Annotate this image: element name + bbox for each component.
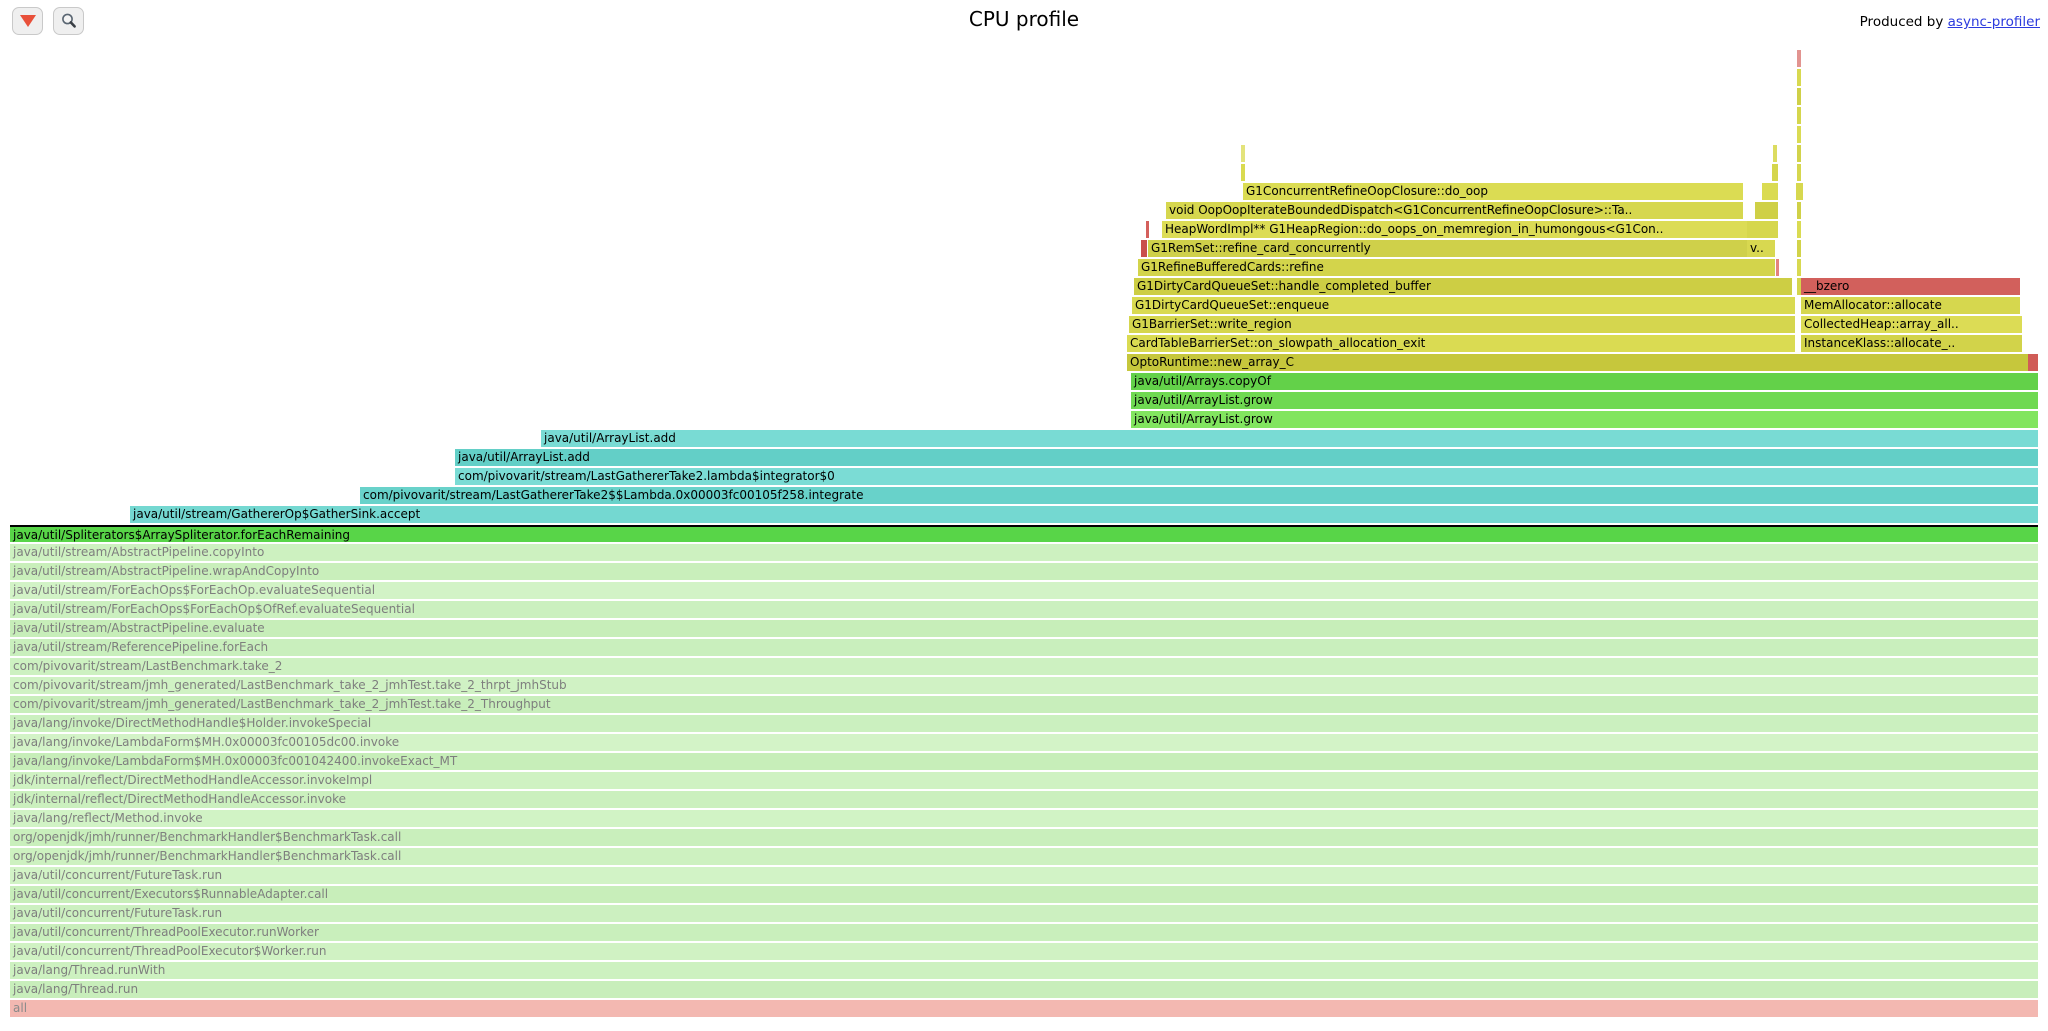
flame-frame-sliver[interactable] (1797, 88, 1801, 105)
flame-frame[interactable]: java/util/stream/ForEachOps$ForEachOp.ev… (10, 582, 2038, 599)
flame-frame[interactable]: jdk/internal/reflect/DirectMethodHandleA… (10, 772, 2038, 789)
flame-frame[interactable]: java/lang/invoke/LambdaForm$MH.0x00003fc… (10, 734, 2038, 751)
flame-frame[interactable]: com/pivovarit/stream/LastGathererTake2$$… (360, 487, 2038, 504)
flame-frame[interactable]: com/pivovarit/stream/LastBenchmark.take_… (10, 658, 2038, 675)
flame-frame[interactable]: all (10, 1000, 2038, 1017)
magnifier-icon (61, 13, 76, 28)
flame-frame[interactable]: org/openjdk/jmh/runner/BenchmarkHandler$… (10, 829, 2038, 846)
flame-frame[interactable]: java/util/stream/AbstractPipeline.wrapAn… (10, 563, 2038, 580)
flame-frame-sliver[interactable] (1755, 202, 1778, 219)
flame-frame-sliver[interactable] (1797, 107, 1801, 124)
flame-frame-sliver[interactable] (1797, 221, 1801, 238)
flame-frame-sliver[interactable] (1797, 240, 1801, 257)
flame-frame[interactable]: G1DirtyCardQueueSet::enqueue (1132, 297, 1795, 314)
flame-frame-sliver[interactable] (1747, 221, 1778, 238)
flame-frame-sliver[interactable] (1146, 221, 1149, 238)
flame-frame[interactable]: CollectedHeap::array_all.. (1801, 316, 2022, 333)
flame-frame-sliver[interactable] (1797, 69, 1801, 86)
flame-frame[interactable]: java/lang/invoke/LambdaForm$MH.0x00003fc… (10, 753, 2038, 770)
flame-frame-sliver[interactable] (1241, 145, 1245, 162)
flame-frame[interactable]: org/openjdk/jmh/runner/BenchmarkHandler$… (10, 848, 2038, 865)
header: CPU profile Produced by async-profiler (0, 0, 2048, 44)
flame-frame-sliver[interactable] (1797, 145, 1801, 162)
flame-frame[interactable]: java/util/Spliterators$ArraySpliterator.… (10, 525, 2038, 542)
flame-frame[interactable]: G1RemSet::refine_card_concurrently (1148, 240, 1747, 257)
search-button[interactable] (53, 7, 84, 35)
flame-frame-sliver[interactable] (1141, 240, 1147, 257)
flame-frame[interactable]: __bzero (1801, 278, 2020, 295)
page-title: CPU profile (968, 7, 1080, 31)
flame-frame[interactable]: java/util/ArrayList.add (455, 449, 2038, 466)
flame-frame[interactable]: java/util/stream/AbstractPipeline.evalua… (10, 620, 2038, 637)
flame-frame[interactable]: CardTableBarrierSet::on_slowpath_allocat… (1127, 335, 1795, 352)
produced-by: Produced by async-profiler (1860, 14, 2040, 30)
flame-frame-sliver[interactable] (1772, 164, 1778, 181)
flame-frame[interactable]: java/util/stream/GathererOp$GatherSink.a… (130, 506, 2038, 523)
flame-frame[interactable]: java/lang/reflect/Method.invoke (10, 810, 2038, 827)
flame-frame[interactable]: java/util/Arrays.copyOf (1131, 373, 2038, 390)
flame-frame[interactable]: InstanceKlass::allocate_.. (1801, 335, 2022, 352)
flame-frame-sliver[interactable] (1797, 126, 1801, 143)
flame-frame-sliver[interactable] (1797, 50, 1801, 67)
invert-flamegraph-button[interactable] (12, 7, 43, 35)
inverted-triangle-icon (19, 15, 36, 27)
flame-frame[interactable]: HeapWordImpl** G1HeapRegion::do_oops_on_… (1162, 221, 1747, 238)
flame-frame[interactable]: com/pivovarit/stream/jmh_generated/LastB… (10, 696, 2038, 713)
produced-by-text: Produced by (1859, 14, 1944, 30)
flame-frame[interactable]: java/util/stream/ReferencePipeline.forEa… (10, 639, 2038, 656)
flame-frame[interactable]: java/util/ArrayList.add (541, 430, 2038, 447)
flame-frame[interactable]: OptoRuntime::new_array_C (1127, 354, 2028, 371)
flame-frame[interactable]: java/util/concurrent/Executors$RunnableA… (10, 886, 2038, 903)
flame-frame-sliver[interactable] (1762, 183, 1778, 200)
flame-frame[interactable]: v.. (1747, 240, 1775, 257)
flame-frame[interactable]: java/util/concurrent/FutureTask.run (10, 905, 2038, 922)
flame-frame[interactable]: com/pivovarit/stream/LastGathererTake2.l… (455, 468, 2038, 485)
flame-frame[interactable]: java/util/concurrent/FutureTask.run (10, 867, 2038, 884)
flame-frame[interactable]: G1ConcurrentRefineOopClosure::do_oop (1243, 183, 1743, 200)
flame-frame-sliver[interactable] (1797, 278, 1801, 295)
flame-frame[interactable]: java/util/stream/ForEachOps$ForEachOp$Of… (10, 601, 2038, 618)
flame-frame-sliver[interactable] (1797, 164, 1801, 181)
flame-frame[interactable]: void OopOopIterateBoundedDispatch<G1Conc… (1166, 202, 1743, 219)
async-profiler-link[interactable]: async-profiler (1947, 14, 2040, 30)
flame-frame-sliver[interactable] (2028, 354, 2038, 371)
flame-frame[interactable]: java/lang/Thread.run (10, 981, 2038, 998)
flame-frame[interactable]: G1BarrierSet::write_region (1129, 316, 1795, 333)
flame-frame[interactable]: java/util/concurrent/ThreadPoolExecutor$… (10, 943, 2038, 960)
flame-frame[interactable]: jdk/internal/reflect/DirectMethodHandleA… (10, 791, 2038, 808)
flame-frame-sliver[interactable] (1796, 183, 1803, 200)
toolbar (12, 7, 84, 35)
flame-frame-sliver[interactable] (1776, 259, 1779, 276)
flame-frame[interactable]: java/util/ArrayList.grow (1131, 392, 2038, 409)
flame-frame-sliver[interactable] (1241, 164, 1245, 181)
flame-frame[interactable]: java/util/ArrayList.grow (1131, 411, 2038, 428)
flame-frame-sliver[interactable] (1797, 259, 1801, 276)
flame-frame[interactable]: G1RefineBufferedCards::refine (1138, 259, 1775, 276)
flame-frame[interactable]: com/pivovarit/stream/jmh_generated/LastB… (10, 677, 2038, 694)
flame-frame[interactable]: java/util/concurrent/ThreadPoolExecutor.… (10, 924, 2038, 941)
flame-frame[interactable]: MemAllocator::allocate (1801, 297, 2020, 314)
flame-frame[interactable]: G1DirtyCardQueueSet::handle_completed_bu… (1134, 278, 1792, 295)
flame-frame[interactable]: java/lang/invoke/DirectMethodHandle$Hold… (10, 715, 2038, 732)
flame-frame-sliver[interactable] (1773, 145, 1777, 162)
flame-frame-sliver[interactable] (1797, 202, 1801, 219)
flame-frame[interactable]: java/lang/Thread.runWith (10, 962, 2038, 979)
flame-frame[interactable]: java/util/stream/AbstractPipeline.copyIn… (10, 544, 2038, 561)
